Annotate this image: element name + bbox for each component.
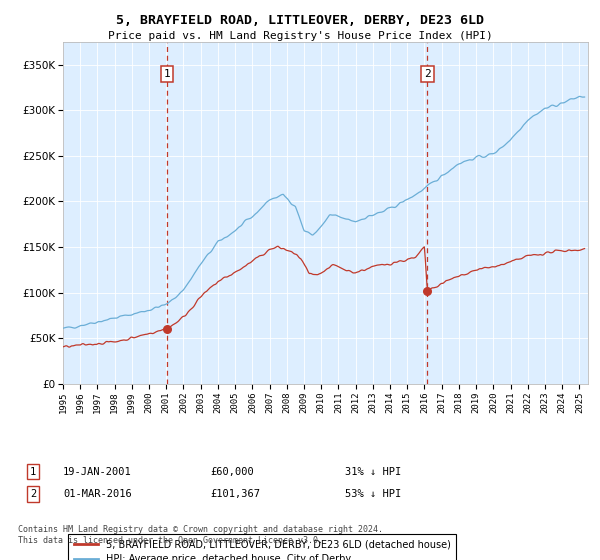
Text: 53% ↓ HPI: 53% ↓ HPI (345, 489, 401, 499)
Text: £101,367: £101,367 (210, 489, 260, 499)
Text: This data is licensed under the Open Government Licence v3.0.: This data is licensed under the Open Gov… (18, 536, 323, 545)
Point (422, 287, 432, 296)
Text: 31% ↓ HPI: 31% ↓ HPI (345, 466, 401, 477)
Text: Price paid vs. HM Land Registry's House Price Index (HPI): Price paid vs. HM Land Registry's House … (107, 31, 493, 41)
Text: 1: 1 (164, 69, 170, 79)
Text: Contains HM Land Registry data © Crown copyright and database right 2024.: Contains HM Land Registry data © Crown c… (18, 525, 383, 534)
Point (163, 324, 172, 333)
Text: 2: 2 (424, 69, 431, 79)
Text: 01-MAR-2016: 01-MAR-2016 (63, 489, 132, 499)
Text: 5, BRAYFIELD ROAD, LITTLEOVER, DERBY, DE23 6LD: 5, BRAYFIELD ROAD, LITTLEOVER, DERBY, DE… (116, 14, 484, 27)
Text: 2: 2 (30, 489, 36, 499)
Legend: 5, BRAYFIELD ROAD, LITTLEOVER, DERBY, DE23 6LD (detached house), HPI: Average pr: 5, BRAYFIELD ROAD, LITTLEOVER, DERBY, DE… (68, 534, 457, 560)
Text: 19-JAN-2001: 19-JAN-2001 (63, 466, 132, 477)
Text: £60,000: £60,000 (210, 466, 254, 477)
Text: 1: 1 (30, 466, 36, 477)
